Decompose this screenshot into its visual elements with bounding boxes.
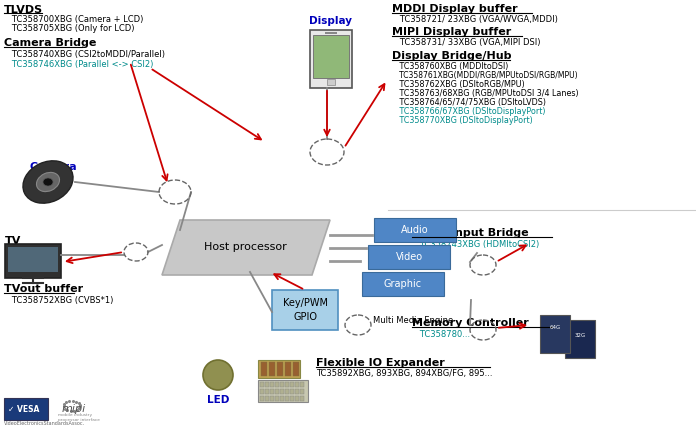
Text: Display Bridge/Hub: Display Bridge/Hub <box>392 51 512 61</box>
Text: TC358763/68XBG (RGB/MPUtoDSI 3/4 Lanes): TC358763/68XBG (RGB/MPUtoDSI 3/4 Lanes) <box>392 89 578 98</box>
Text: Flexible IO Expander: Flexible IO Expander <box>316 358 445 368</box>
Bar <box>325 32 337 34</box>
Text: MIPI Display buffer: MIPI Display buffer <box>392 27 512 37</box>
Text: TC35892XBG, 893XBG, 894XBG/FG, 895...: TC35892XBG, 893XBG, 894XBG/FG, 895... <box>316 369 493 378</box>
Bar <box>362 272 444 296</box>
Text: mobile industry
processor interface: mobile industry processor interface <box>58 413 100 422</box>
Bar <box>275 389 279 394</box>
Text: TLVDS: TLVDS <box>4 5 43 15</box>
Bar <box>374 218 456 242</box>
Bar <box>290 382 294 387</box>
Text: TC358700XBG (Camera + LCD): TC358700XBG (Camera + LCD) <box>4 15 143 24</box>
Bar <box>260 382 264 387</box>
Bar <box>290 396 294 401</box>
Text: TC358766/67XBG (DSItoDisplayPort): TC358766/67XBG (DSItoDisplayPort) <box>392 107 546 116</box>
Text: TC358740XBG (CSI2toMDDI/Parallel): TC358740XBG (CSI2toMDDI/Parallel) <box>4 50 165 59</box>
Bar <box>258 360 300 378</box>
Bar <box>280 396 284 401</box>
Text: TC358764/65/74/75XBG (DSItoLVDS): TC358764/65/74/75XBG (DSItoLVDS) <box>392 98 546 107</box>
Text: Key/PWM
GPIO: Key/PWM GPIO <box>283 298 328 322</box>
Bar <box>295 382 299 387</box>
Text: TC358770XBG (DSItoDisplayPort): TC358770XBG (DSItoDisplayPort) <box>392 116 532 125</box>
Bar <box>285 389 289 394</box>
Bar <box>275 396 279 401</box>
Text: Graphic: Graphic <box>384 279 422 289</box>
Bar <box>265 382 269 387</box>
Ellipse shape <box>23 161 73 203</box>
Bar <box>277 362 283 376</box>
Text: TC358752XBG (CVBS*1): TC358752XBG (CVBS*1) <box>4 296 113 305</box>
Bar <box>295 396 299 401</box>
Text: ✓ VESA: ✓ VESA <box>8 405 40 413</box>
Text: TVout buffer: TVout buffer <box>4 284 83 294</box>
Bar <box>300 382 304 387</box>
Text: Multi Media Engine: Multi Media Engine <box>373 316 453 325</box>
Text: 64G: 64G <box>549 325 560 330</box>
Text: Audio: Audio <box>401 225 429 235</box>
Text: TC358705XBG (Only for LCD): TC358705XBG (Only for LCD) <box>4 24 134 33</box>
Bar <box>4 398 48 420</box>
Bar <box>285 396 289 401</box>
Bar <box>313 35 349 78</box>
Text: TC358762XBG (DSItoRGB/MPU): TC358762XBG (DSItoRGB/MPU) <box>392 80 525 89</box>
Bar <box>270 382 274 387</box>
Text: TC358721/ 23XBG (VGA/WVGA,MDDI): TC358721/ 23XBG (VGA/WVGA,MDDI) <box>392 15 558 24</box>
Ellipse shape <box>36 172 60 191</box>
Bar <box>293 362 299 376</box>
Ellipse shape <box>203 360 233 390</box>
Bar <box>270 396 274 401</box>
Text: TV: TV <box>5 236 22 246</box>
Text: Host processor: Host processor <box>204 242 286 252</box>
Text: Camera Bridge: Camera Bridge <box>4 38 96 48</box>
Bar <box>310 30 352 88</box>
Bar <box>540 315 570 353</box>
Text: MDDI Display buffer: MDDI Display buffer <box>392 4 518 14</box>
Text: TC358743XBG (HDMItoCSI2): TC358743XBG (HDMItoCSI2) <box>412 240 539 249</box>
Bar <box>368 245 450 269</box>
Text: LED: LED <box>207 395 229 405</box>
Bar <box>280 382 284 387</box>
Bar <box>275 382 279 387</box>
Bar <box>300 389 304 394</box>
Bar <box>265 389 269 394</box>
Text: mipi: mipi <box>62 404 86 414</box>
Text: Memory Controller: Memory Controller <box>412 318 529 328</box>
Bar <box>260 389 264 394</box>
Text: TC358746XBG (Parallel <-> CSI2): TC358746XBG (Parallel <-> CSI2) <box>4 60 153 69</box>
Polygon shape <box>162 220 330 275</box>
Text: TC358731/ 33XBG (VGA,MIPI DSI): TC358731/ 33XBG (VGA,MIPI DSI) <box>392 38 541 47</box>
Bar <box>285 362 291 376</box>
Text: 32G: 32G <box>574 333 585 338</box>
Bar <box>565 320 595 358</box>
Bar <box>285 382 289 387</box>
Text: Video Input Bridge: Video Input Bridge <box>412 228 529 238</box>
Bar <box>269 362 275 376</box>
Bar <box>280 389 284 394</box>
Text: TC358760XBG (MDDItoDSI): TC358760XBG (MDDItoDSI) <box>392 62 508 71</box>
Text: VideoElectronicsStandardsAssoc.: VideoElectronicsStandardsAssoc. <box>4 421 85 426</box>
Bar <box>261 362 267 376</box>
Ellipse shape <box>43 178 53 186</box>
Bar <box>258 380 308 402</box>
Text: Video: Video <box>395 252 422 262</box>
Bar <box>260 396 264 401</box>
Polygon shape <box>358 213 477 313</box>
Bar <box>295 389 299 394</box>
Text: TC358780...: TC358780... <box>412 330 470 339</box>
Bar <box>265 396 269 401</box>
Bar <box>270 389 274 394</box>
Bar <box>5 244 61 278</box>
Text: TC358761XBG(MDDI/RGB/MPUtoDSI/RGB/MPU): TC358761XBG(MDDI/RGB/MPUtoDSI/RGB/MPU) <box>392 71 578 80</box>
Bar <box>327 79 335 85</box>
Bar <box>300 396 304 401</box>
Text: Display: Display <box>310 16 352 26</box>
Text: www.EEChina.com: www.EEChina.com <box>588 422 658 431</box>
Bar <box>272 290 338 330</box>
Bar <box>8 247 58 272</box>
Bar <box>290 389 294 394</box>
Text: Camera: Camera <box>30 162 78 172</box>
